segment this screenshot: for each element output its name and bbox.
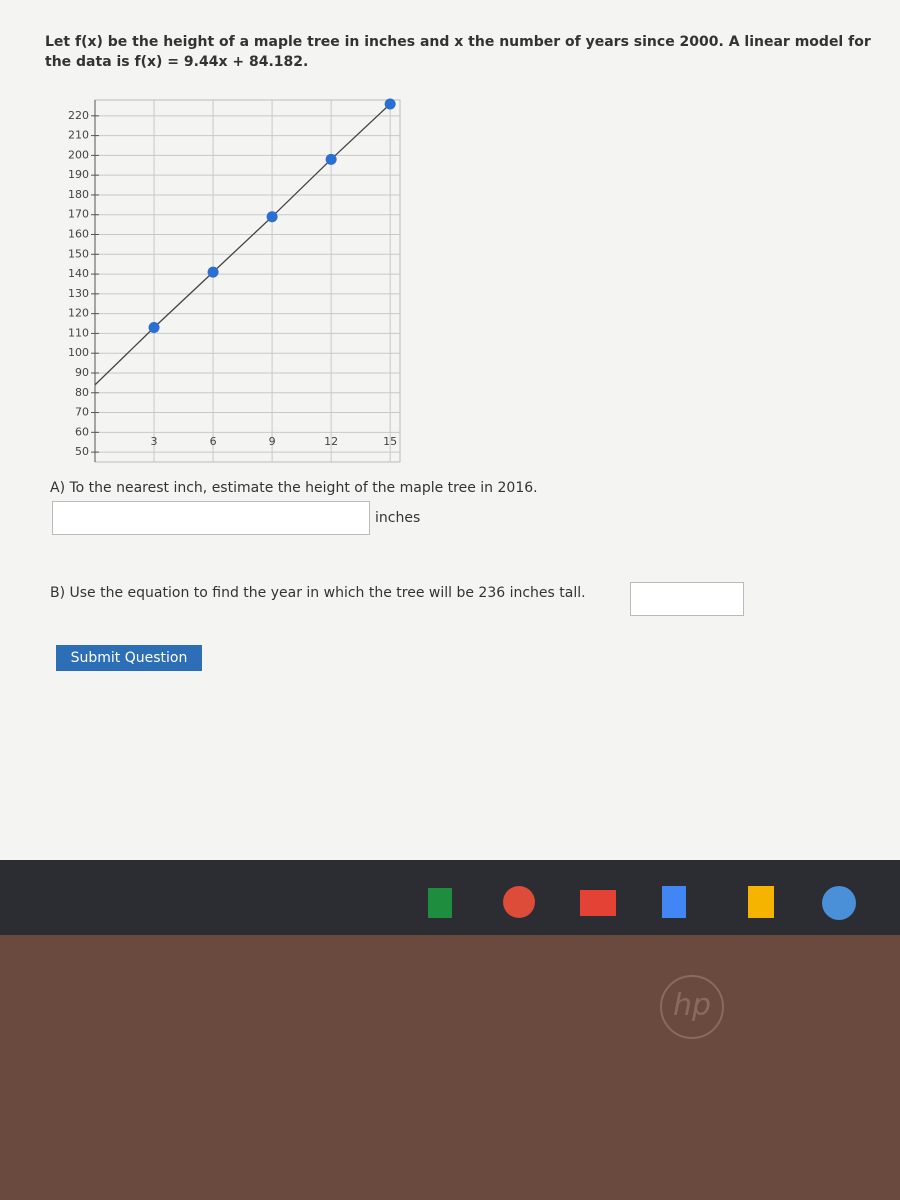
chart: 50 60 70 80 90 100 110 120 130 140 150 160 170 180 190… [68, 98, 401, 463]
screen: Let f(x) be the height of a maple tree i… [45, 34, 871, 671]
y-tick-label: 180 [68, 188, 89, 201]
y-tick-label: 100 [68, 346, 89, 359]
y-tick-label: 190 [68, 168, 89, 181]
y-tick-label: 50 [75, 445, 89, 458]
chrome-icon[interactable] [503, 886, 535, 918]
unit-a: inches [375, 510, 421, 526]
y-tick-label: 110 [68, 326, 89, 339]
taskbar [0, 860, 900, 935]
plot-area [94, 99, 401, 463]
answer-b-input[interactable] [630, 582, 744, 616]
question-a: A) To the nearest inch, estimate the hei… [50, 480, 538, 496]
laptop-logo: hp [660, 975, 724, 1039]
y-tick-label: 120 [68, 307, 89, 320]
y-tick-label: 210 [68, 129, 89, 142]
y-tick-label: 140 [68, 267, 89, 280]
y-tick-label: 60 [75, 425, 89, 438]
y-tick-label: 150 [68, 247, 89, 260]
intro: Let f(x) be the height of a maple tree i… [45, 34, 871, 70]
y-tick-label: 130 [68, 287, 89, 300]
x-tick-label: 6 [210, 435, 217, 448]
y-tick-label: 200 [68, 148, 89, 161]
answer-a-input[interactable] [52, 501, 370, 535]
data-point [266, 211, 278, 223]
data-point [384, 98, 396, 110]
docs-icon[interactable] [662, 886, 686, 918]
y-tick-label: 170 [68, 208, 89, 221]
question-b: B) Use the equation to find the year in … [50, 585, 586, 601]
submit-button[interactable]: Submit Question [56, 645, 202, 671]
slides-icon[interactable] [748, 886, 774, 918]
x-tick-label: 9 [269, 435, 276, 448]
y-tick-label: 160 [68, 228, 89, 241]
sheets-icon[interactable] [428, 888, 452, 918]
files-icon[interactable] [822, 886, 856, 920]
y-tick-label: 90 [75, 366, 89, 379]
data-point [325, 153, 337, 165]
y-tick-label: 70 [75, 406, 89, 419]
x-tick-label: 12 [324, 435, 338, 448]
trend-line [94, 103, 391, 386]
data-point [207, 266, 219, 278]
gmail-icon[interactable] [580, 890, 616, 916]
laptop-body [0, 935, 900, 1200]
y-tick-label: 220 [68, 109, 89, 122]
data-point [148, 321, 160, 333]
x-tick-label: 15 [383, 435, 397, 448]
y-tick-label: 80 [75, 386, 89, 399]
x-tick-label: 3 [151, 435, 158, 448]
